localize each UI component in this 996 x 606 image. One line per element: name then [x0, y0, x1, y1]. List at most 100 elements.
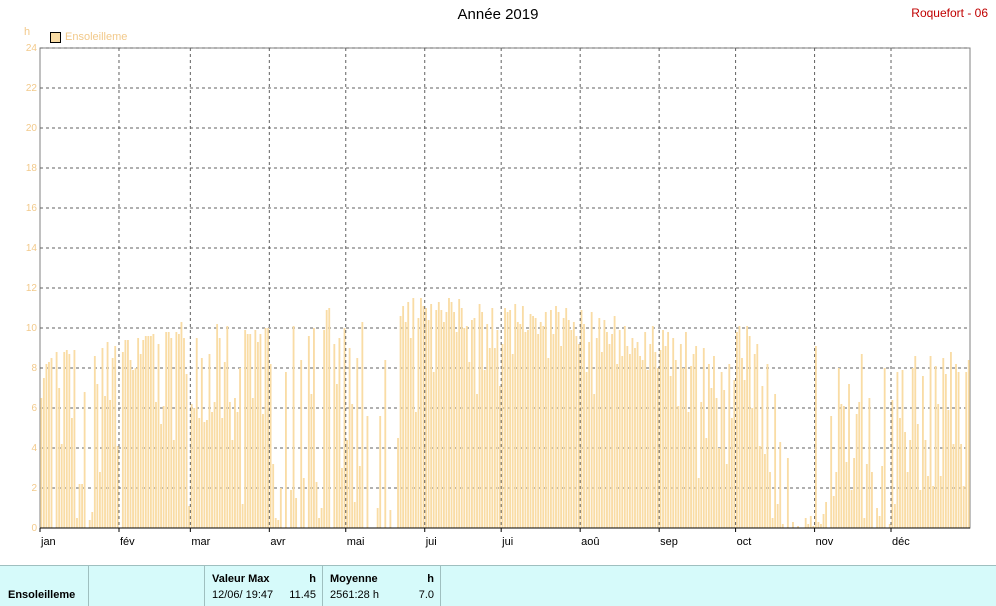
- chart-title: Année 2019: [457, 6, 539, 23]
- bar: [527, 330, 529, 528]
- bar: [249, 334, 252, 528]
- bar: [532, 316, 534, 528]
- bar: [183, 338, 185, 528]
- x-tick-label: jui: [501, 536, 513, 548]
- bar: [455, 332, 458, 528]
- y-tick-label: 2: [31, 483, 37, 494]
- bar: [356, 358, 359, 528]
- bar: [430, 304, 433, 528]
- bar: [302, 478, 305, 528]
- bar: [516, 322, 519, 528]
- bar: [682, 368, 685, 528]
- bar: [837, 368, 840, 528]
- bar: [504, 308, 506, 528]
- bar: [389, 510, 392, 528]
- bar: [657, 368, 659, 528]
- bar: [267, 328, 269, 528]
- bar: [950, 352, 952, 528]
- bar: [618, 330, 621, 528]
- bar: [425, 308, 427, 528]
- bar: [193, 408, 196, 528]
- bar: [669, 376, 672, 528]
- bar: [496, 330, 499, 528]
- bar: [323, 330, 326, 528]
- bar: [623, 326, 626, 528]
- bar: [942, 358, 945, 528]
- bar: [710, 388, 713, 528]
- y-tick-label: 18: [26, 163, 38, 174]
- bar: [567, 320, 570, 528]
- bar: [590, 312, 593, 528]
- bar: [901, 370, 904, 528]
- bar: [544, 312, 547, 528]
- bar: [292, 326, 295, 528]
- bar: [313, 328, 315, 528]
- bar: [557, 312, 560, 528]
- bar: [376, 508, 379, 528]
- bar: [407, 302, 410, 528]
- bar: [422, 306, 425, 528]
- bar: [417, 318, 420, 528]
- bar: [888, 524, 891, 528]
- x-tick-label: jui: [425, 536, 437, 548]
- bar: [896, 372, 899, 528]
- bar: [764, 454, 766, 528]
- bar: [290, 490, 292, 528]
- bar: [45, 364, 48, 528]
- bar: [48, 362, 50, 528]
- bar: [295, 498, 298, 528]
- mean-value: 7.0: [418, 589, 434, 601]
- bar: [65, 350, 68, 528]
- bar: [144, 336, 147, 528]
- bar: [101, 348, 104, 528]
- bar: [881, 466, 884, 528]
- bar: [766, 364, 769, 528]
- bar: [909, 440, 912, 528]
- bar: [241, 504, 244, 528]
- bar: [572, 322, 575, 528]
- bar: [88, 520, 91, 528]
- bar: [460, 308, 463, 528]
- bar: [397, 438, 399, 528]
- bar: [109, 400, 112, 528]
- bar: [99, 472, 101, 528]
- bar: [514, 304, 517, 528]
- bar: [198, 418, 201, 528]
- bar: [893, 504, 896, 528]
- bar: [537, 334, 540, 528]
- bar: [285, 372, 287, 528]
- bar: [310, 394, 313, 528]
- max-date: 12/06/ 19:47: [212, 589, 274, 601]
- y-tick-label: 22: [26, 83, 38, 94]
- bar: [432, 372, 435, 528]
- bar: [626, 346, 629, 528]
- x-tick-label: avr: [270, 536, 286, 548]
- bar: [493, 348, 496, 528]
- bar: [190, 404, 193, 528]
- bar: [843, 406, 845, 528]
- bar: [692, 354, 695, 528]
- bar: [76, 518, 78, 528]
- y-tick-label: 12: [26, 283, 38, 294]
- bar: [341, 468, 343, 528]
- bar: [325, 310, 328, 528]
- bar: [211, 412, 213, 528]
- legend: Ensoleilleme: [50, 31, 127, 43]
- bar: [188, 506, 191, 528]
- x-tick-label: sep: [660, 536, 678, 548]
- bar: [223, 362, 226, 528]
- bar: [924, 440, 927, 528]
- bar: [483, 370, 486, 528]
- bar: [700, 402, 703, 528]
- bar: [96, 384, 99, 528]
- bar: [234, 398, 236, 528]
- bar: [738, 326, 741, 528]
- bar: [916, 424, 919, 528]
- bar: [318, 518, 320, 528]
- bar: [236, 412, 239, 528]
- bar: [751, 408, 754, 528]
- bar: [121, 352, 124, 528]
- bar: [812, 526, 815, 528]
- bar: [511, 354, 514, 528]
- bar: [534, 318, 537, 528]
